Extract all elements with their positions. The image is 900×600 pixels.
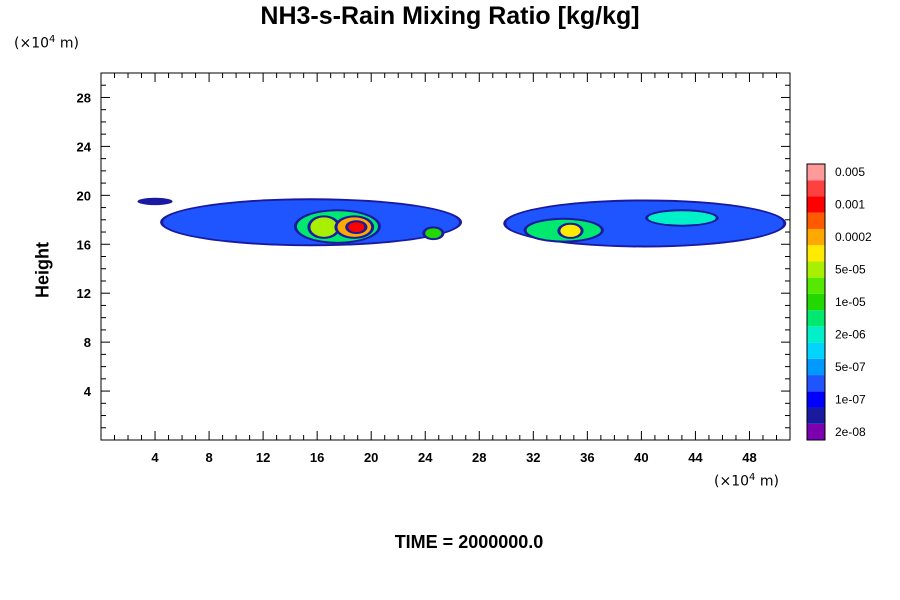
- colorbar-label: 1e-07: [835, 392, 866, 406]
- colorbar-label: 0.005: [835, 165, 865, 179]
- colorbar-label: 1e-05: [835, 295, 866, 309]
- colorbar-swatch-1: [807, 407, 825, 424]
- colorbar-swatch-10: [807, 261, 825, 278]
- colorbar-swatch-9: [807, 277, 825, 294]
- colorbar-label: 0.001: [835, 198, 865, 212]
- y-tick-label: 8: [84, 335, 91, 350]
- colorbar-swatch-14: [807, 196, 825, 213]
- data-region-10: [348, 222, 365, 233]
- x-tick-label: 40: [634, 450, 648, 465]
- colorbar-frame: [806, 163, 826, 441]
- y-tick-label: 24: [77, 139, 92, 154]
- colorbar-swatch-6: [807, 326, 825, 343]
- plot-frame: [100, 72, 791, 441]
- y-tick-label: 28: [77, 90, 91, 105]
- colorbar-swatch-11: [807, 245, 825, 262]
- colorbar-label: 5e-05: [835, 263, 866, 277]
- colorbar-label: 5e-07: [835, 360, 866, 374]
- x-tick-label: 24: [418, 450, 433, 465]
- y-tick-label: 12: [77, 286, 91, 301]
- x-tick-label: 16: [310, 450, 324, 465]
- time-label: TIME = 2000000.0: [394, 532, 544, 552]
- data-region-7: [310, 217, 338, 237]
- data-region-6: [425, 228, 442, 239]
- colorbar-swatch-7: [807, 310, 825, 327]
- x-tick-label: 32: [526, 450, 540, 465]
- x-tick-label: 12: [256, 450, 270, 465]
- colorbar-label: 2e-06: [835, 327, 866, 341]
- data-region-3: [648, 211, 716, 225]
- colorbar-swatch-12: [807, 228, 825, 246]
- y-axis-unit: (×104 m): [14, 34, 79, 52]
- chart-title: NH3-s-Rain Mixing Ratio [kg/kg]: [260, 2, 640, 30]
- colorbar-swatch-4: [807, 358, 825, 376]
- y-tick-label: 16: [77, 237, 91, 252]
- y-tick-label: 4: [84, 384, 92, 399]
- colorbar-swatch-13: [807, 212, 825, 229]
- x-tick-label: 48: [742, 450, 756, 465]
- colorbar-swatch-0: [807, 423, 825, 440]
- x-tick-label: 20: [364, 450, 378, 465]
- colorbar-swatch-15: [807, 180, 825, 197]
- colorbar-swatch-8: [807, 293, 825, 311]
- x-tick-label: 44: [688, 450, 703, 465]
- x-tick-label: 4: [151, 450, 159, 465]
- x-tick-label: 36: [580, 450, 594, 465]
- colorbar-swatch-3: [807, 375, 825, 392]
- colorbar-label: 0.0002: [835, 230, 872, 244]
- y-tick-label: 20: [77, 188, 91, 203]
- colorbar-swatch-5: [807, 342, 825, 359]
- colorbar-swatch-16: [807, 164, 825, 181]
- colorbar-swatch-2: [807, 391, 825, 408]
- x-tick-label: 28: [472, 450, 486, 465]
- x-axis-unit: (×104 m): [714, 472, 779, 490]
- data-region-0: [137, 197, 173, 206]
- colorbar-label: 2e-08: [835, 425, 866, 439]
- x-tick-label: 8: [205, 450, 212, 465]
- data-region-8: [560, 224, 581, 237]
